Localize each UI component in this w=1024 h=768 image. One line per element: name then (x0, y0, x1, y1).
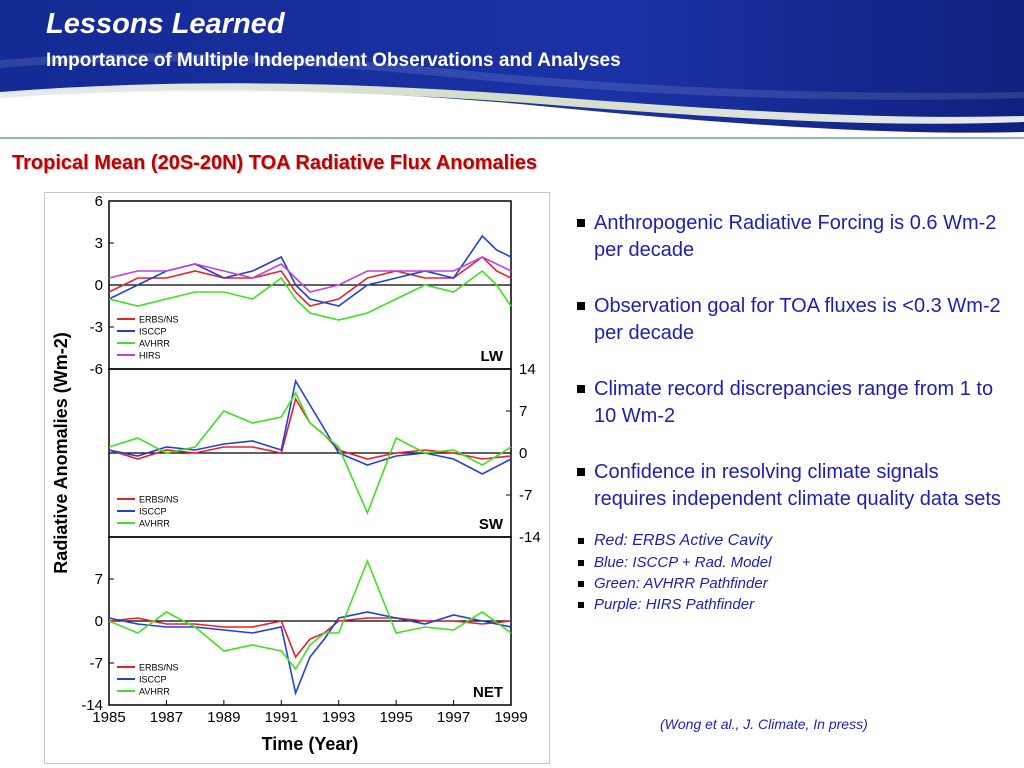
legend-label: AVHRR (139, 339, 170, 349)
color-key-list: Red: ERBS Active Cavity Blue: ISCCP + Ra… (576, 530, 1006, 615)
y-tick-label: 7 (95, 571, 103, 588)
y-tick-label: -7 (519, 487, 532, 504)
x-tick-label: 1993 (322, 709, 355, 726)
y-tick-label: 0 (519, 445, 527, 462)
series-line-erbs-ns (108, 255, 512, 307)
legend-label: ERBS/NS (139, 663, 179, 673)
page-subtitle: Importance of Multiple Independent Obser… (46, 50, 621, 71)
y-tick-label: -7 (90, 655, 103, 672)
page-title: Lessons Learned (46, 8, 285, 40)
legend-label: AVHRR (139, 687, 170, 697)
series-line-avhrr (108, 269, 512, 321)
bullet-item: Anthropogenic Radiative Forcing is 0.6 W… (576, 210, 1006, 264)
y-tick-label: -6 (90, 361, 103, 378)
y-tick-label: -3 (90, 319, 103, 336)
x-tick-label: 1995 (379, 709, 412, 726)
x-tick-label: 1989 (207, 709, 240, 726)
header-banner: Lessons Learned Importance of Multiple I… (0, 0, 1024, 140)
x-tick-label: 1997 (437, 709, 470, 726)
y-axis-label: Radiative Anomalies (Wm-2) (51, 332, 71, 573)
radiative-anomalies-chart: 6 3 0 -3 -6 ERBS/NS ISCCP AVHRR HIRS LW 14 7 0 -7 -14 E… (51, 193, 541, 754)
header-background (0, 0, 1024, 140)
legend-label: AVHRR (139, 519, 170, 529)
x-tick-label: 1985 (92, 709, 125, 726)
bullet-item: Observation goal for TOA fluxes is <0.3 … (576, 293, 1006, 347)
y-tick-label: 0 (95, 277, 103, 294)
y-tick-label: 0 (95, 613, 103, 630)
y-tick-label: 3 (95, 235, 103, 252)
panel-label: LW (481, 348, 504, 365)
series-line-avhrr (108, 558, 512, 671)
color-key-item: Green: AVHRR Pathfinder (576, 573, 1006, 594)
y-tick-label: -14 (519, 529, 541, 546)
color-key-item: Blue: ISCCP + Rad. Model (576, 552, 1006, 573)
bullet-item: Climate record discrepancies range from … (576, 376, 1006, 430)
chart-title: Tropical Mean (20S-20N) TOA Radiative Fl… (12, 152, 537, 174)
series-line-isccp (108, 611, 512, 696)
legend-label: ISCCP (139, 507, 167, 517)
x-tick-label: 1987 (150, 709, 183, 726)
bullet-list: Anthropogenic Radiative Forcing is 0.6 W… (576, 210, 1006, 615)
y-tick-label: 7 (519, 403, 527, 420)
legend-label: ERBS/NS (139, 495, 179, 505)
chart-figure: 6 3 0 -3 -6 ERBS/NS ISCCP AVHRR HIRS LW 14 7 0 -7 -14 E… (44, 192, 550, 764)
panel-label: NET (473, 684, 503, 701)
y-tick-label: 14 (519, 361, 536, 378)
x-tick-label: 1999 (494, 709, 527, 726)
y-tick-label: -14 (81, 697, 103, 714)
series-line-erbs-ns (108, 617, 512, 659)
panel-label: SW (479, 516, 504, 533)
legend-label: ERBS/NS (139, 315, 179, 325)
legend-label: ISCCP (139, 675, 167, 685)
legend-label: ISCCP (139, 327, 167, 337)
citation: (Wong et al., J. Climate, In press) (660, 716, 868, 732)
x-tick-label: 1991 (265, 709, 298, 726)
series-line-avhrr (108, 391, 512, 516)
color-key-item: Purple: HIRS Pathfinder (576, 594, 1006, 615)
series-line-hirs (108, 256, 512, 293)
series-line-isccp (108, 378, 512, 475)
legend-label: HIRS (139, 351, 161, 361)
y-tick-label: 6 (95, 193, 103, 210)
bullet-item: Confidence in resolving climate signals … (576, 459, 1006, 513)
color-key-item: Red: ERBS Active Cavity (576, 530, 1006, 552)
x-axis-label: Time (Year) (262, 734, 359, 754)
